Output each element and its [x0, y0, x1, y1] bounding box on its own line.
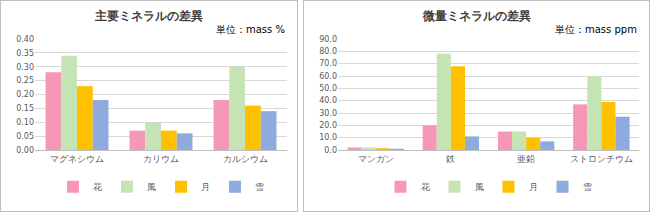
svg-text:0.20: 0.20: [16, 90, 34, 99]
svg-text:風: 風: [475, 182, 484, 192]
svg-text:主要ミネラルの差異: 主要ミネラルの差異: [94, 9, 203, 23]
svg-text:雪: 雪: [255, 182, 264, 192]
svg-text:花: 花: [93, 182, 102, 192]
svg-text:0.35: 0.35: [16, 49, 34, 58]
svg-text:花: 花: [421, 182, 430, 192]
svg-text:カリウム: カリウム: [143, 154, 179, 164]
svg-text:風: 風: [147, 182, 156, 192]
svg-text:0.15: 0.15: [16, 104, 34, 113]
svg-text:亜鉛: 亜鉛: [517, 154, 535, 164]
svg-text:微量ミネラルの差異: 微量ミネラルの差異: [422, 9, 531, 23]
svg-text:単位：mass %: 単位：mass %: [216, 24, 285, 35]
svg-text:40.0: 40.0: [319, 96, 337, 105]
svg-text:鉄: 鉄: [446, 154, 455, 164]
svg-text:月: 月: [201, 182, 210, 192]
svg-text:70.0: 70.0: [319, 59, 337, 68]
svg-text:10.0: 10.0: [319, 133, 337, 142]
svg-text:0.0: 0.0: [324, 146, 337, 155]
svg-text:0.25: 0.25: [16, 76, 34, 85]
svg-text:0.40: 0.40: [16, 35, 34, 44]
svg-text:60.0: 60.0: [319, 72, 337, 81]
svg-text:0.05: 0.05: [16, 132, 34, 141]
svg-text:単位：mass ppm: 単位：mass ppm: [555, 24, 637, 35]
svg-text:0.30: 0.30: [16, 63, 34, 72]
svg-text:マンガン: マンガン: [358, 154, 394, 164]
svg-text:30.0: 30.0: [319, 109, 337, 118]
svg-text:90.0: 90.0: [319, 35, 337, 44]
svg-text:80.0: 80.0: [319, 47, 337, 56]
svg-text:月: 月: [529, 182, 538, 192]
svg-text:0.10: 0.10: [16, 118, 34, 127]
svg-text:カルシウム: カルシウム: [223, 154, 268, 164]
svg-text:20.0: 20.0: [319, 121, 337, 130]
svg-text:0.00: 0.00: [16, 146, 34, 155]
svg-text:マグネシウム: マグネシウム: [50, 154, 104, 164]
svg-text:50.0: 50.0: [319, 84, 337, 93]
svg-text:雪: 雪: [583, 182, 592, 192]
svg-text:ストロンチウム: ストロンチウム: [570, 154, 633, 164]
